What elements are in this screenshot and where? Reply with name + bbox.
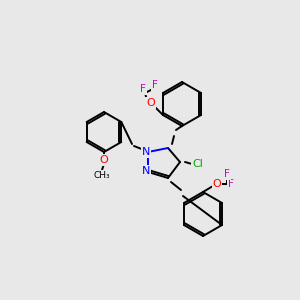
Text: N: N (142, 147, 150, 157)
Text: F: F (224, 169, 230, 179)
Text: O: O (100, 155, 108, 165)
Text: Cl: Cl (193, 159, 203, 169)
Text: F: F (228, 179, 234, 189)
Text: O: O (147, 98, 155, 108)
Text: CH₃: CH₃ (94, 170, 110, 179)
Text: F: F (140, 84, 146, 94)
Text: F: F (152, 80, 158, 90)
Text: O: O (213, 179, 221, 189)
Text: N: N (142, 166, 150, 176)
